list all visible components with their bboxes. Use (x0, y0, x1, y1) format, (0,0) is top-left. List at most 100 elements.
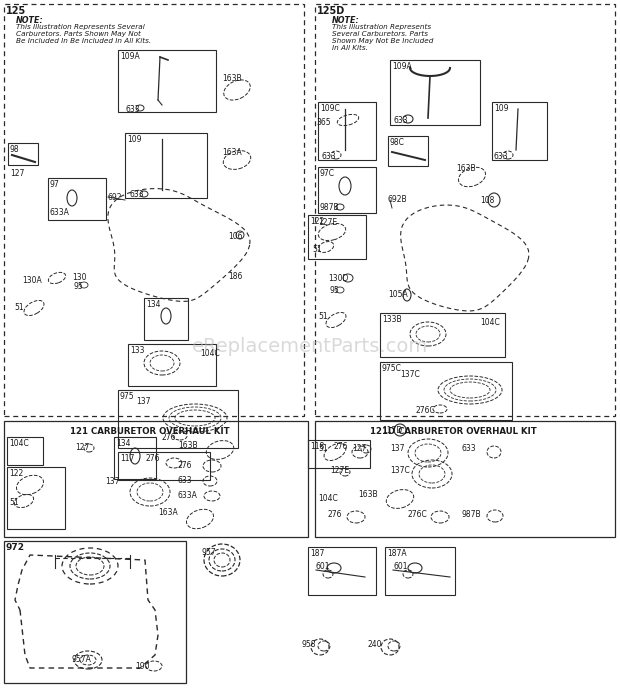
Text: 163B: 163B (178, 441, 198, 450)
Bar (308, 215, 366, 259)
Text: 51: 51 (318, 312, 327, 321)
Bar (8, 143, 38, 165)
Bar (48, 178, 106, 220)
Text: 633: 633 (130, 190, 144, 199)
Text: 106: 106 (228, 232, 242, 241)
Text: 130A: 130A (22, 276, 42, 285)
Text: 117D: 117D (382, 426, 402, 435)
Text: This Illustration Represents Several: This Illustration Represents Several (16, 24, 144, 30)
Text: 633: 633 (126, 105, 141, 114)
Text: 187A: 187A (387, 549, 407, 558)
Bar (114, 437, 156, 479)
Text: 163B: 163B (456, 164, 476, 173)
Text: 987B: 987B (320, 203, 340, 212)
Text: 130: 130 (72, 273, 87, 282)
Bar (118, 452, 210, 480)
Text: 109: 109 (127, 135, 141, 144)
Text: 163B: 163B (358, 490, 378, 499)
Bar (315, 421, 615, 537)
Text: 365: 365 (316, 118, 330, 127)
Text: 133B: 133B (382, 315, 402, 324)
Text: eReplacementParts.com: eReplacementParts.com (192, 337, 428, 356)
Text: 692: 692 (108, 193, 123, 202)
Text: 95: 95 (330, 286, 340, 295)
Bar (315, 4, 615, 416)
Bar (388, 136, 428, 166)
Bar (308, 547, 376, 595)
Text: NOTE:: NOTE: (332, 16, 360, 25)
Text: 276C: 276C (408, 510, 428, 519)
Text: 134: 134 (116, 439, 130, 448)
Text: Carburetors. Parts Shown May Not: Carburetors. Parts Shown May Not (16, 31, 141, 37)
Text: 51: 51 (312, 245, 322, 254)
Text: 137: 137 (390, 444, 404, 453)
Bar (118, 390, 238, 448)
Text: 122: 122 (310, 217, 324, 226)
Text: 121D CARBURETOR OVERHAUL KIT: 121D CARBURETOR OVERHAUL KIT (370, 427, 537, 436)
Text: 957: 957 (202, 548, 216, 557)
Bar (4, 541, 186, 683)
Bar (128, 344, 216, 386)
Text: 633A: 633A (50, 208, 70, 217)
Text: 51: 51 (318, 444, 327, 453)
Text: 633: 633 (494, 152, 508, 161)
Bar (492, 102, 547, 160)
Text: 133: 133 (130, 346, 144, 355)
Bar (4, 421, 308, 537)
Text: 127: 127 (75, 443, 89, 452)
Text: 137: 137 (105, 477, 120, 486)
Text: 117: 117 (120, 454, 135, 463)
Text: This Illustration Represents: This Illustration Represents (332, 24, 431, 30)
Text: 276C: 276C (415, 406, 435, 415)
Text: 127E: 127E (330, 466, 349, 475)
Text: 240: 240 (368, 640, 383, 649)
Text: 187: 187 (310, 549, 324, 558)
Text: 125: 125 (6, 6, 26, 16)
Text: 109: 109 (494, 104, 508, 113)
Text: 127: 127 (10, 169, 24, 178)
Text: 633: 633 (322, 152, 337, 161)
Text: 276: 276 (328, 510, 342, 519)
Text: 51: 51 (14, 303, 24, 312)
Text: 98C: 98C (390, 138, 405, 147)
Text: 104C: 104C (200, 349, 219, 358)
Text: 276: 276 (146, 454, 161, 463)
Text: 276: 276 (334, 442, 348, 451)
Text: 105A: 105A (388, 290, 408, 299)
Bar (308, 440, 370, 468)
Bar (118, 50, 216, 112)
Text: 163A: 163A (222, 148, 242, 157)
Text: 975: 975 (120, 392, 135, 401)
Text: Several Carburetors. Parts: Several Carburetors. Parts (332, 31, 428, 37)
Text: 97C: 97C (320, 169, 335, 178)
Text: 276: 276 (162, 433, 177, 442)
Bar (390, 60, 480, 125)
Text: 109A: 109A (120, 52, 140, 61)
Text: 601: 601 (316, 562, 330, 571)
Text: 97: 97 (50, 180, 60, 189)
Bar (318, 102, 376, 160)
Text: 957A: 957A (72, 655, 92, 664)
Text: 98: 98 (10, 145, 20, 154)
Text: 134: 134 (146, 300, 161, 309)
Text: 137: 137 (136, 397, 151, 406)
Bar (318, 167, 376, 213)
Text: 276: 276 (178, 461, 192, 470)
Text: 633: 633 (394, 116, 409, 125)
Text: 118: 118 (310, 442, 324, 451)
Text: 190: 190 (135, 662, 149, 671)
Text: NOTE:: NOTE: (16, 16, 44, 25)
Text: Be Included In Be Included In All Kits.: Be Included In Be Included In All Kits. (16, 38, 151, 44)
Text: 633: 633 (462, 444, 477, 453)
Text: 104C: 104C (9, 439, 29, 448)
Text: 125D: 125D (317, 6, 345, 16)
Bar (380, 313, 505, 357)
Text: 137C: 137C (390, 466, 410, 475)
Text: 51: 51 (9, 498, 19, 507)
Bar (144, 298, 188, 340)
Text: 958: 958 (302, 640, 316, 649)
Text: 104C: 104C (480, 318, 500, 327)
Text: 108: 108 (480, 196, 494, 205)
Text: 122: 122 (9, 469, 24, 478)
Text: 987B: 987B (462, 510, 482, 519)
